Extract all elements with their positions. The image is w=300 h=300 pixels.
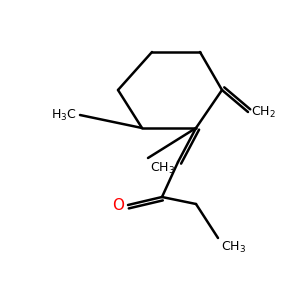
Text: H$_3$C: H$_3$C	[51, 107, 77, 122]
Text: CH$_2$: CH$_2$	[251, 104, 276, 119]
Text: O: O	[112, 197, 124, 212]
Text: CH$_3$: CH$_3$	[150, 161, 175, 176]
Text: CH$_3$: CH$_3$	[221, 240, 246, 255]
